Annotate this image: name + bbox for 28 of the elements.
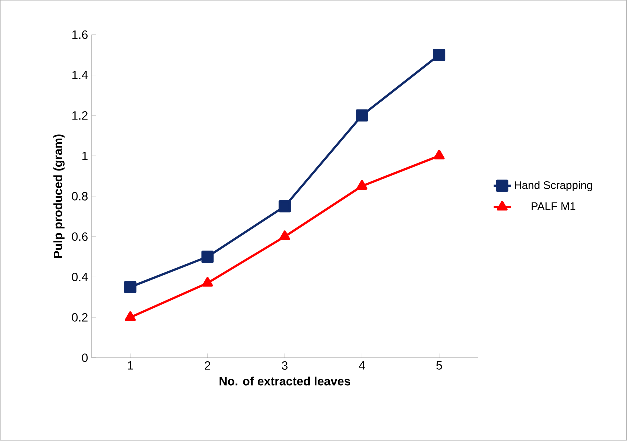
y-tick-label: 1.2 — [72, 112, 88, 120]
x-tick-label: 2 — [205, 362, 211, 370]
point — [280, 230, 290, 240]
point — [125, 312, 136, 322]
x-tick-label: 5 — [436, 362, 442, 370]
legend-label: PALF M1 — [532, 202, 576, 210]
y-tick-label: 0.8 — [72, 192, 88, 201]
point — [202, 277, 214, 287]
y-tick-label: 0.6 — [72, 232, 88, 242]
y-tick-label: 0.2 — [72, 313, 88, 322]
y-tick-label: 0.4 — [72, 273, 88, 282]
point — [433, 49, 446, 62]
y-axis-title: Pulp produced (gram) — [54, 134, 65, 258]
point — [202, 250, 214, 264]
point — [278, 200, 292, 213]
x-tick-label: 1 — [128, 362, 134, 370]
point — [124, 281, 137, 294]
x-tick-label: 3 — [282, 362, 288, 370]
y-tick-label: 1.6 — [72, 30, 88, 40]
legend-label: Hand Scrapping — [515, 181, 592, 192]
x-tick-label: 4 — [359, 362, 366, 370]
point — [356, 110, 368, 122]
point — [356, 180, 368, 190]
y-tick-label: 0 — [82, 354, 88, 362]
y-tick-label: 1 — [82, 152, 88, 160]
y-tick-label: 1.4 — [72, 71, 88, 80]
x-axis-title: No. of extracted leaves — [220, 376, 350, 386]
point — [434, 150, 445, 160]
